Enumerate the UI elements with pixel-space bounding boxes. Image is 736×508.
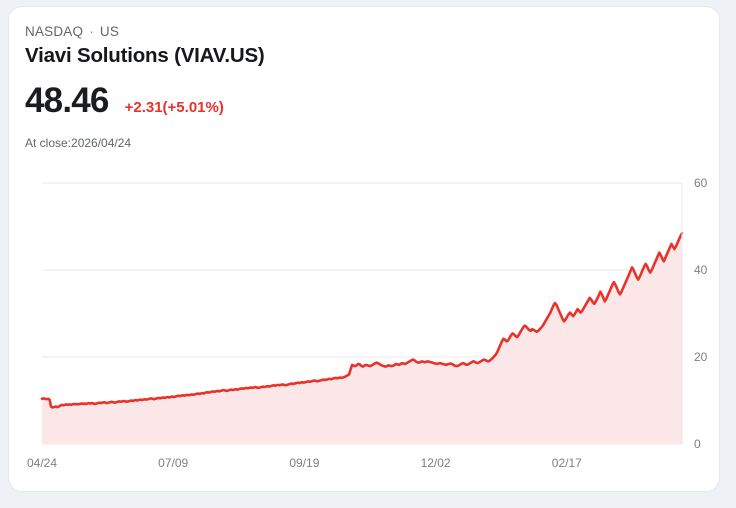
y-tick-label: 0	[694, 437, 701, 451]
price-area-fill	[42, 233, 682, 444]
region-label: US	[99, 24, 120, 39]
y-tick-label: 40	[694, 263, 708, 277]
price-chart[interactable]: 0 20 40 60 04/24 07/09 09/19 12/02 02/17	[9, 167, 720, 492]
price-line	[40, 231, 684, 409]
price-chart-svg[interactable]: 0 20 40 60 04/24 07/09 09/19 12/02 02/17	[9, 167, 720, 492]
x-tick-label: 07/09	[158, 456, 188, 470]
price-row: 48.46 +2.31(+5.01%)	[25, 83, 224, 118]
stock-quote-card: NASDAQ · US Viavi Solutions (VIAV.US) 48.4…	[8, 6, 720, 492]
separator-dot: ·	[89, 24, 94, 39]
price-change: +2.31(+5.01%)	[124, 99, 224, 116]
y-tick-label: 60	[694, 176, 708, 190]
close-timestamp: At close:2026/04/24	[25, 136, 132, 150]
exchange-label: NASDAQ	[25, 24, 84, 39]
x-tick-label: 12/02	[421, 456, 451, 470]
exchange-region-line: NASDAQ · US	[25, 24, 119, 39]
page-title: Viavi Solutions (VIAV.US)	[25, 44, 265, 67]
x-tick-label: 09/19	[289, 456, 319, 470]
x-tick-label: 02/17	[552, 456, 582, 470]
x-axis-labels: 04/24 07/09 09/19 12/02 02/17	[27, 456, 582, 470]
current-price: 48.46	[25, 81, 109, 120]
y-tick-label: 20	[694, 350, 708, 364]
x-tick-label: 04/24	[27, 456, 57, 470]
y-axis-labels: 0 20 40 60	[694, 176, 708, 451]
